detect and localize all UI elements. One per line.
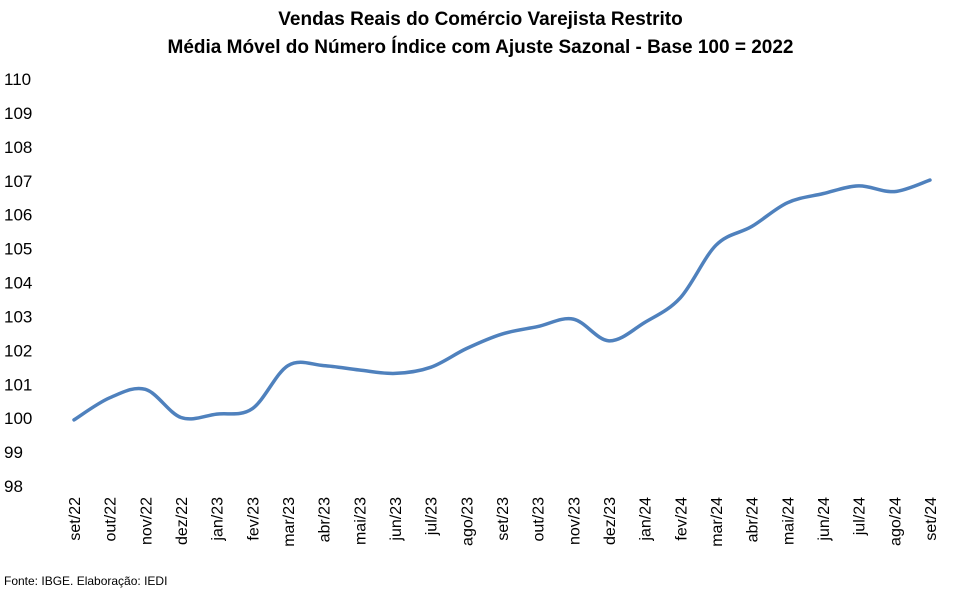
series-line <box>72 178 932 422</box>
x-tick-label: jul/23 <box>424 497 441 536</box>
data-point <box>429 366 432 369</box>
y-tick-label: 108 <box>4 138 32 157</box>
data-point <box>358 369 361 372</box>
x-tick-label: fev/23 <box>245 497 262 541</box>
data-point <box>251 407 254 410</box>
chart-title: Vendas Reais do Comércio Varejista Restr… <box>278 9 683 30</box>
x-tick-label: nov/23 <box>566 497 583 545</box>
data-point <box>715 244 718 247</box>
y-tick-label: 105 <box>4 240 32 259</box>
x-tick-label: jan/23 <box>210 497 227 542</box>
data-point <box>465 347 468 350</box>
data-point <box>215 413 218 416</box>
y-tick-label: 100 <box>4 409 32 428</box>
x-tick-label: dez/23 <box>602 497 619 545</box>
source-note: Fonte: IBGE. Elaboração: IEDI <box>4 574 168 588</box>
data-point <box>322 364 325 367</box>
y-tick-label: 110 <box>4 70 31 89</box>
x-tick-label: mar/24 <box>709 497 726 547</box>
data-point <box>572 318 575 321</box>
x-tick-label: out/22 <box>103 497 120 542</box>
y-tick-label: 107 <box>4 172 32 191</box>
data-point <box>822 192 825 195</box>
y-tick-label: 102 <box>4 341 32 360</box>
x-tick-label: fev/24 <box>673 497 690 541</box>
y-tick-label: 98 <box>4 477 23 496</box>
y-tick-label: 103 <box>4 307 32 326</box>
x-tick-label: abr/24 <box>745 497 762 542</box>
data-point <box>394 372 397 375</box>
x-tick-label: abr/23 <box>317 497 334 542</box>
y-tick-label: 104 <box>4 274 32 293</box>
y-tick-label: 106 <box>4 206 32 225</box>
x-axis: set/22 out/22 nov/22 dez/22 jan/23 fev/23 mar/… <box>67 497 940 547</box>
data-point <box>857 184 860 187</box>
x-tick-label: nov/22 <box>138 497 155 545</box>
x-tick-label: mar/23 <box>281 497 298 547</box>
y-tick-label: 101 <box>4 375 32 394</box>
data-point <box>929 179 932 182</box>
x-tick-label: dez/22 <box>174 497 191 545</box>
x-tick-label: jun/24 <box>816 497 833 542</box>
chart-title-block: Vendas Reais do Comércio Varejista Restr… <box>0 6 961 62</box>
x-tick-label: ago/24 <box>887 497 904 546</box>
x-tick-label: set/23 <box>495 497 512 541</box>
x-tick-label: mai/23 <box>352 497 369 545</box>
data-point <box>750 225 753 228</box>
data-point <box>608 339 611 342</box>
x-tick-label: jul/24 <box>852 497 869 536</box>
data-point <box>893 190 896 193</box>
x-tick-label: ago/23 <box>459 497 476 546</box>
data-point <box>108 396 111 399</box>
y-axis: 98 99 100 101 102 103 104 105 106 107 108 109 110 <box>4 70 32 496</box>
data-point <box>536 325 539 328</box>
data-point <box>786 201 789 204</box>
series-layer <box>72 178 932 422</box>
y-tick-label: 99 <box>4 443 23 462</box>
data-point <box>144 388 147 391</box>
data-point <box>73 418 76 421</box>
data-point <box>643 321 646 324</box>
y-tick-label: 109 <box>4 104 32 123</box>
data-point <box>180 416 183 419</box>
x-tick-label: jan/24 <box>638 497 655 542</box>
chart-subtitle: Média Móvel do Número Índice com Ajuste … <box>167 37 794 58</box>
data-point <box>287 364 290 367</box>
x-tick-label: jun/23 <box>388 497 405 542</box>
x-tick-label: out/23 <box>531 497 548 542</box>
data-point <box>501 333 504 336</box>
x-tick-label: set/22 <box>67 497 84 541</box>
x-tick-label: set/24 <box>923 497 940 541</box>
data-point <box>679 296 682 299</box>
x-tick-label: mai/24 <box>780 497 797 545</box>
